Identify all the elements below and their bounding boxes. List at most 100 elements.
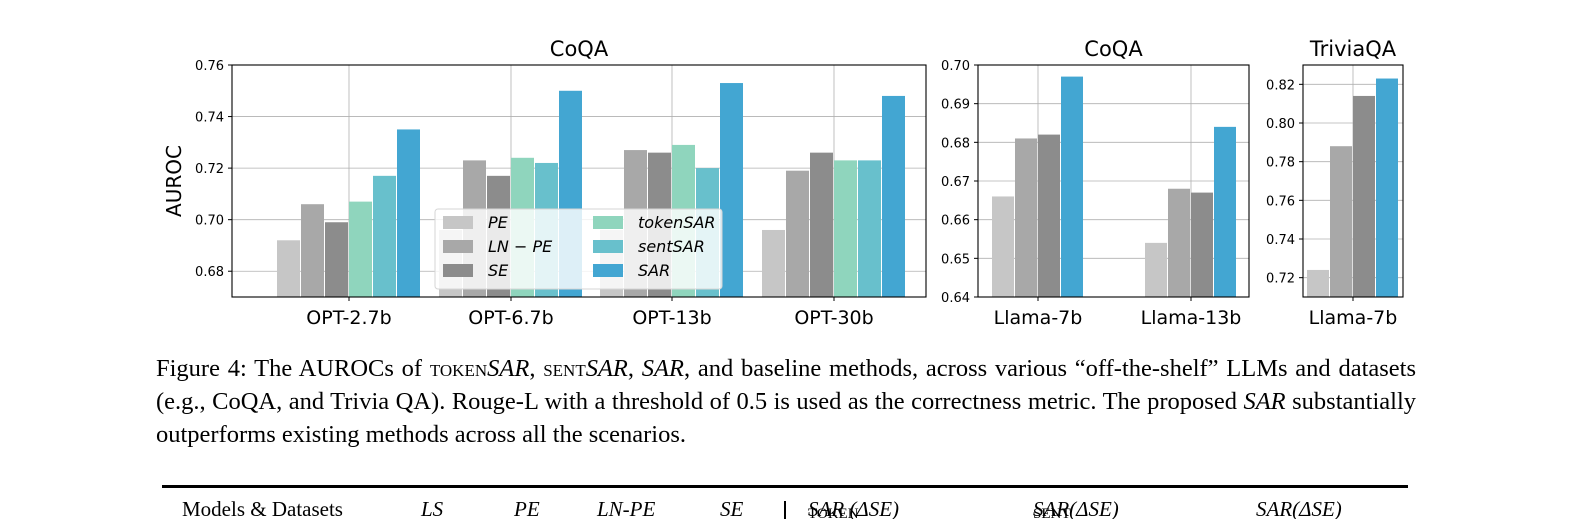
bar bbox=[762, 229, 785, 297]
table-top-rule bbox=[162, 485, 1408, 488]
plot-frame bbox=[977, 64, 1250, 298]
caption-sar-4: SAR bbox=[1243, 388, 1286, 415]
x-tick-label: OPT-30b bbox=[794, 307, 873, 329]
table-header-ls: LS bbox=[421, 497, 444, 519]
y-tick-label: 0.72 bbox=[1266, 272, 1295, 287]
legend-swatch bbox=[443, 240, 473, 253]
y-tick-label: 0.76 bbox=[1266, 194, 1295, 209]
table-header-tokensar-prefix: token bbox=[808, 499, 859, 519]
bar-group-2 bbox=[992, 76, 1236, 297]
caption-text-2: , bbox=[529, 355, 544, 382]
bar bbox=[1214, 126, 1236, 297]
bar bbox=[349, 201, 372, 297]
bar bbox=[325, 222, 348, 297]
figure-caption: Figure 4: The AUROCs of tokenSAR, sentSA… bbox=[156, 352, 1416, 451]
bar bbox=[1191, 192, 1213, 297]
legend-label: PE bbox=[488, 213, 509, 232]
x-tick-label: Llama-7b bbox=[1309, 307, 1398, 329]
caption-text-3: , bbox=[627, 355, 642, 382]
bar bbox=[1061, 76, 1083, 297]
legend: PE LN − PE SE tokenSAR sentSAR SAR bbox=[434, 208, 723, 290]
table-header-row: Models & Datasets LS PE LN-PE SE token SA… bbox=[162, 495, 1408, 519]
y-tick-label: 0.82 bbox=[1266, 78, 1295, 93]
y-tick-label: 0.74 bbox=[1266, 233, 1295, 248]
x-tick-label: Llama-7b bbox=[994, 307, 1083, 329]
bar bbox=[1330, 146, 1352, 297]
legend-box bbox=[434, 208, 723, 290]
table-header-pe: PE bbox=[514, 497, 540, 519]
x-tick-label: OPT-6.7b bbox=[468, 307, 553, 329]
legend-swatch bbox=[593, 240, 623, 253]
caption-text-1: Figure 4: The AUROCs of bbox=[156, 355, 430, 382]
bar bbox=[992, 196, 1014, 297]
caption-token-prefix: token bbox=[429, 355, 488, 382]
bar bbox=[373, 175, 396, 297]
table-header-se: SE bbox=[720, 497, 744, 519]
plot-frame bbox=[1302, 64, 1404, 298]
legend-label: tokenSAR bbox=[638, 213, 716, 232]
y-tick-label: 0.70 bbox=[195, 214, 224, 229]
y-tick-label: 0.66 bbox=[941, 214, 970, 229]
bar bbox=[277, 240, 300, 297]
legend-swatch bbox=[593, 216, 623, 229]
bar bbox=[786, 170, 809, 297]
bar bbox=[1168, 188, 1190, 297]
bar bbox=[858, 160, 881, 297]
y-axis-label: AUROC bbox=[162, 145, 186, 217]
bar bbox=[301, 204, 324, 297]
table-header-separator bbox=[784, 501, 786, 519]
x-tick-label: OPT-2.7b bbox=[306, 307, 391, 329]
bar bbox=[882, 95, 905, 297]
bar bbox=[1353, 95, 1375, 297]
y-tick-label: 0.67 bbox=[941, 175, 970, 190]
table-header-sentsar: sent SAR(ΔSE) bbox=[1033, 497, 1119, 519]
legend-swatch bbox=[443, 264, 473, 277]
y-tick-label: 0.68 bbox=[941, 136, 970, 151]
caption-sar-1: SAR bbox=[487, 355, 530, 382]
y-tick-label: 0.72 bbox=[195, 162, 224, 177]
bar bbox=[397, 129, 420, 297]
table-header-models: Models & Datasets bbox=[182, 497, 343, 519]
bar bbox=[720, 83, 743, 297]
x-tick-label: Llama-13b bbox=[1141, 307, 1242, 329]
table-header-sentsar-prefix: sent bbox=[1033, 499, 1071, 519]
chart-panel-2: 0.64 0.65 0.66 0.67 0.68 0.69 0.70 Llama-7b Llam… bbox=[941, 37, 1250, 329]
chart-panel-3: 0.72 0.74 0.76 0.78 0.80 0.82 Llama-7b TriviaQA bbox=[1266, 37, 1404, 329]
table-header-sentsar-suffix: SAR(ΔSE) bbox=[1033, 497, 1119, 519]
table-header-lnpe: LN-PE bbox=[597, 497, 656, 519]
table-header-sar: SAR(ΔSE) bbox=[1256, 497, 1342, 519]
y-tick-label: 0.70 bbox=[941, 59, 970, 74]
bar bbox=[1015, 138, 1037, 297]
table-header-tokensar: token SAR (ΔSE) bbox=[808, 497, 899, 519]
bar bbox=[834, 160, 857, 297]
y-tick-label: 0.68 bbox=[195, 265, 224, 280]
bar bbox=[1145, 242, 1167, 297]
y-tick-label: 0.76 bbox=[195, 59, 224, 74]
bar bbox=[1307, 269, 1329, 297]
plot-frame bbox=[231, 64, 927, 298]
legend-label: sentSAR bbox=[638, 237, 705, 256]
caption-sar-2: SAR bbox=[585, 355, 628, 382]
caption-sent-prefix: sent bbox=[543, 355, 586, 382]
legend-label: SAR bbox=[638, 261, 670, 280]
bar bbox=[1376, 78, 1398, 297]
caption-text-4: , and baseline methods, across various “… bbox=[156, 355, 1417, 415]
y-tick-label: 0.65 bbox=[941, 252, 970, 267]
bar-group-3 bbox=[1307, 78, 1398, 297]
y-tick-label: 0.69 bbox=[941, 98, 970, 113]
legend-label: LN − PE bbox=[488, 237, 553, 256]
legend-swatch bbox=[443, 216, 473, 229]
caption-sar-3: SAR bbox=[641, 355, 684, 382]
y-tick-label: 0.78 bbox=[1266, 156, 1295, 171]
chart-title: CoQA bbox=[1084, 37, 1143, 61]
bar bbox=[1038, 134, 1060, 297]
chart-title: TriviaQA bbox=[1309, 37, 1397, 61]
legend-swatch bbox=[593, 264, 623, 277]
bar bbox=[810, 152, 833, 297]
y-tick-label: 0.80 bbox=[1266, 117, 1295, 132]
legend-label: SE bbox=[488, 261, 509, 280]
y-tick-label: 0.64 bbox=[941, 291, 970, 306]
x-tick-label: OPT-13b bbox=[632, 307, 711, 329]
caption-text-5: substantially outperforms existing metho… bbox=[156, 388, 1416, 448]
